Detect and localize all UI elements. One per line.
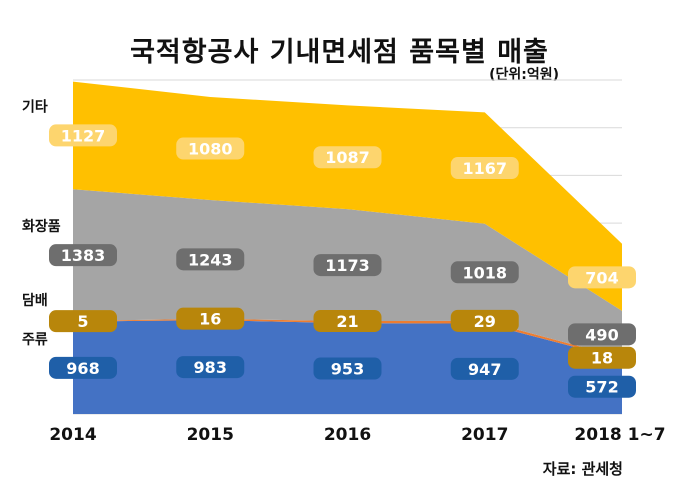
data-label: 1080: [176, 137, 245, 160]
series-name: 담배: [22, 292, 48, 309]
data-label-text: 1018: [462, 263, 507, 282]
data-label-text: 5: [77, 312, 88, 331]
data-label-text: 1080: [188, 140, 233, 159]
x-tick-label: 2018 1~7: [574, 425, 665, 445]
data-label: 5: [49, 310, 117, 333]
data-label-text: 572: [585, 378, 618, 397]
data-label-text: 953: [331, 360, 364, 379]
data-label: 953: [313, 357, 382, 380]
data-label-box: [450, 157, 519, 180]
data-label-text: 21: [336, 312, 358, 331]
data-label: 1243: [176, 248, 245, 271]
data-label: 968: [49, 356, 117, 379]
data-label-text: 18: [591, 349, 613, 368]
x-tick-label: 2017: [461, 425, 508, 445]
data-label-box: [176, 307, 245, 330]
x-tick-label: 2016: [324, 425, 371, 445]
data-label: 1087: [313, 146, 382, 169]
data-label-text: 16: [199, 310, 221, 329]
series-name: 화장품: [22, 218, 61, 235]
data-label: 572: [568, 375, 636, 398]
data-label: 1018: [450, 261, 519, 284]
data-label-box: [450, 357, 519, 380]
data-label-text: 490: [585, 325, 618, 344]
source-note: 자료: 관세청: [542, 460, 623, 478]
series-name: 주류: [22, 332, 48, 348]
data-label-box: [313, 254, 382, 277]
data-label: 1167: [450, 157, 519, 180]
data-label: 1173: [313, 254, 382, 277]
data-label-text: 1173: [325, 256, 370, 275]
series-names: 주류 담배 화장품 기타: [22, 99, 61, 347]
data-label-text: 1167: [462, 159, 507, 178]
data-label: 18: [568, 346, 636, 369]
data-label-box: [313, 357, 382, 380]
data-label: 29: [450, 309, 519, 332]
data-label-box: [450, 309, 519, 332]
chart-title: 국적항공사 기내면세점 품목별 매출: [130, 37, 549, 68]
data-label-text: 1087: [325, 148, 370, 167]
data-label-box: [568, 266, 636, 289]
x-tick-label: 2014: [49, 425, 96, 445]
x-tick-label: 2015: [187, 425, 234, 445]
data-label-box: [176, 248, 245, 271]
data-label-box: [49, 310, 117, 333]
data-label-text: 1383: [61, 246, 106, 265]
data-label: 490: [568, 323, 636, 346]
data-label-box: [49, 356, 117, 379]
data-label-box: [568, 346, 636, 369]
data-label: 16: [176, 307, 245, 330]
data-label-text: 983: [194, 358, 227, 377]
data-label-box: [49, 244, 117, 267]
data-label: 947: [450, 357, 519, 380]
data-label: 1383: [49, 244, 117, 267]
data-label-box: [313, 146, 382, 169]
data-label-text: 1243: [188, 250, 233, 269]
data-label: 983: [176, 356, 245, 379]
data-label-box: [568, 375, 636, 398]
series-name: 기타: [22, 99, 48, 115]
data-label: 21: [313, 310, 382, 333]
data-label-box: [176, 137, 245, 160]
data-label-box: [49, 124, 117, 147]
data-labels: 968 983 953 947 572 5 16 21 29 18 1383 1243 1173 1018…: [49, 124, 636, 398]
x-axis: 2014 2015 2016 2017 2018 1~7: [49, 425, 665, 445]
data-label-text: 704: [585, 268, 618, 287]
data-label-box: [568, 323, 636, 346]
data-label-box: [450, 261, 519, 284]
data-label: 1127: [49, 124, 117, 147]
data-label: 704: [568, 266, 636, 289]
unit-label: (단위:억원): [489, 67, 559, 83]
data-label-text: 29: [474, 312, 496, 331]
data-label-box: [313, 310, 382, 333]
data-label-text: 968: [66, 359, 99, 378]
data-label-text: 1127: [61, 126, 106, 145]
data-label-box: [176, 356, 245, 379]
data-label-text: 947: [468, 360, 501, 379]
